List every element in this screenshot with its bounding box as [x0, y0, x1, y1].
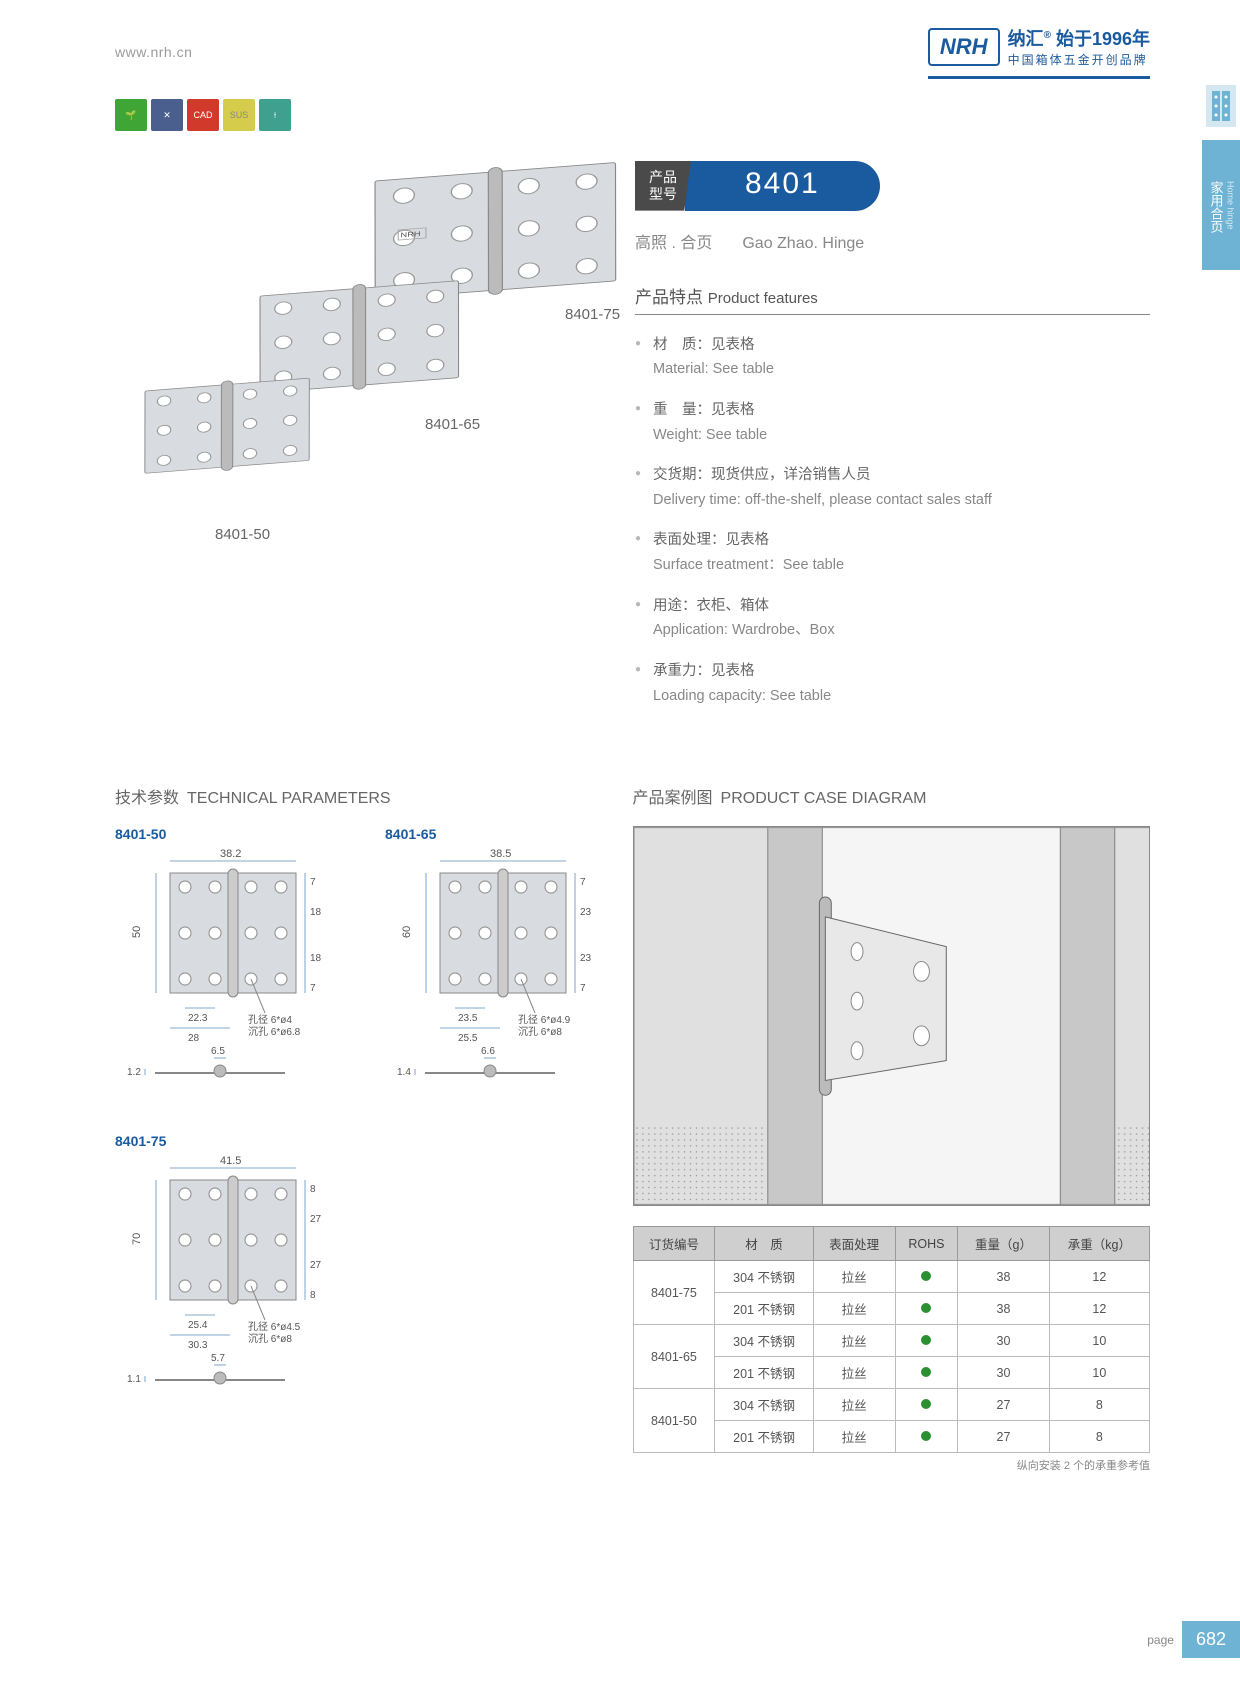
- variant-label: 8401-75: [565, 306, 620, 323]
- brand-logo: NRH 纳汇® 始于1996年 中国箱体五金开创品牌: [928, 25, 1150, 79]
- features-title: 产品特点 Product features: [635, 283, 1150, 315]
- svg-text:25.5: 25.5: [458, 1033, 478, 1044]
- svg-text:30.3: 30.3: [188, 1340, 208, 1351]
- svg-text:25.4: 25.4: [188, 1320, 208, 1331]
- svg-text:1.4: 1.4: [397, 1067, 411, 1078]
- svg-text:1.2: 1.2: [127, 1067, 141, 1078]
- svg-text:27: 27: [310, 1260, 322, 1271]
- svg-text:5.7: 5.7: [211, 1353, 225, 1364]
- feature-item: 用途：衣柜、箱体Application: Wardrobe、Box: [635, 594, 1150, 643]
- svg-text:6.5: 6.5: [211, 1046, 225, 1057]
- svg-text:38.5: 38.5: [490, 848, 511, 860]
- svg-text:孔径 6*ø4.9: 孔径 6*ø4.9: [518, 1013, 571, 1026]
- variant-label: 8401-50: [215, 526, 270, 543]
- tech-params-title: 技术参数TECHNICAL PARAMETERS: [115, 784, 633, 808]
- svg-text:38.2: 38.2: [220, 848, 241, 860]
- svg-text:沉孔 6*ø6.8: 沉孔 6*ø6.8: [248, 1025, 301, 1038]
- svg-text:27: 27: [310, 1214, 322, 1225]
- svg-text:沉孔 6*ø8: 沉孔 6*ø8: [248, 1332, 292, 1345]
- spec-table: 订货编号材 质表面处理ROHS重量（g）承重（kg） 8401-75304 不锈…: [633, 1226, 1151, 1453]
- model-number: 8401: [685, 161, 880, 211]
- variant-label: 8401-65: [425, 416, 480, 433]
- svg-text:7: 7: [310, 877, 316, 888]
- case-diagram: [633, 826, 1151, 1206]
- svg-text:孔径 6*ø4.5: 孔径 6*ø4.5: [248, 1320, 301, 1333]
- svg-text:28: 28: [188, 1033, 200, 1044]
- svg-text:7: 7: [580, 877, 586, 888]
- svg-text:孔径 6*ø4: 孔径 6*ø4: [248, 1013, 292, 1026]
- feature-item: 表面处理：见表格Surface treatment：See table: [635, 528, 1150, 577]
- feature-item: 交货期：现货供应，详洽销售人员Delivery time: off-the-sh…: [635, 463, 1150, 512]
- svg-text:8: 8: [310, 1184, 316, 1195]
- case-diagram-title: 产品案例图PRODUCT CASE DIAGRAM: [633, 784, 1151, 808]
- feature-item: 重 量：见表格Weight: See table: [635, 398, 1150, 447]
- screw-badge-icon: ⟊: [259, 99, 291, 131]
- svg-text:1.1: 1.1: [127, 1374, 141, 1385]
- product-name: 高照 . 合页Gao Zhao. Hinge: [635, 229, 1150, 253]
- tech-diagram: 38.2 50 7 18 18 7 22.3 28 孔径 6*ø4沉孔 6*ø6…: [115, 848, 345, 1098]
- feature-item: 材 质：见表格Material: See table: [635, 333, 1150, 382]
- svg-text:41.5: 41.5: [220, 1155, 241, 1167]
- diagram-label: 8401-75: [115, 1133, 633, 1149]
- diagram-label: 8401-65: [385, 826, 615, 842]
- product-gallery: NRH 8401-75 8401-65 8401-50: [115, 161, 635, 541]
- page-number: 682: [1182, 1621, 1240, 1658]
- feature-item: 承重力：见表格Loading capacity: See table: [635, 659, 1150, 708]
- tech-diagram: 41.5 70 8 27 27 8 25.4 30.3 孔径 6*ø4.5沉孔 …: [115, 1155, 345, 1405]
- cad-badge-icon: CAD: [187, 99, 219, 131]
- svg-text:70: 70: [131, 1233, 143, 1245]
- svg-text:8: 8: [310, 1290, 316, 1301]
- svg-text:7: 7: [310, 983, 316, 994]
- sus-badge-icon: SUS: [223, 99, 255, 131]
- svg-text:6.6: 6.6: [481, 1046, 495, 1057]
- feature-list: 材 质：见表格Material: See table 重 量：见表格Weight:…: [635, 333, 1150, 709]
- svg-text:7: 7: [580, 983, 586, 994]
- svg-text:18: 18: [310, 953, 322, 964]
- svg-text:23: 23: [580, 953, 592, 964]
- model-label: 产品 型号: [635, 161, 691, 211]
- svg-text:60: 60: [401, 926, 413, 938]
- svg-text:22.3: 22.3: [188, 1013, 208, 1024]
- svg-text:NRH: NRH: [401, 230, 421, 239]
- svg-text:50: 50: [131, 926, 143, 938]
- svg-text:23: 23: [580, 907, 592, 918]
- svg-text:18: 18: [310, 907, 322, 918]
- eco-badge-icon: 🌱: [115, 99, 147, 131]
- feature-badges: 🌱 ✕ CAD SUS ⟊: [115, 99, 1240, 131]
- page-label: page: [1147, 1633, 1174, 1647]
- site-url: www.nrh.cn: [115, 44, 192, 60]
- table-note: 纵向安装 2 个的承重参考值: [633, 1457, 1151, 1473]
- hinge-category-icon: [1206, 85, 1236, 127]
- tech-diagram: 38.5 60 7 23 23 7 23.5 25.5 孔径 6*ø4.9沉孔 …: [385, 848, 615, 1098]
- tools-badge-icon: ✕: [151, 99, 183, 131]
- svg-text:沉孔 6*ø8: 沉孔 6*ø8: [518, 1025, 562, 1038]
- diagram-label: 8401-50: [115, 826, 345, 842]
- category-tab: Home hinge 家用合页: [1202, 140, 1240, 270]
- svg-text:23.5: 23.5: [458, 1013, 478, 1024]
